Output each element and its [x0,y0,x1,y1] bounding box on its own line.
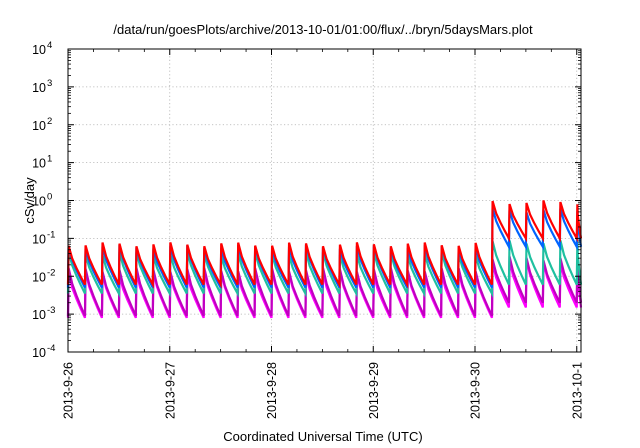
x-tick-label: 2013-9-29 [367,362,381,419]
x-tick-label: 2013-10-1 [570,362,584,419]
y-tick-label: 10 [32,270,46,284]
x-tick-label: 2013-9-30 [469,362,483,419]
y-tick-exponent: 3 [47,78,52,89]
y-tick-label: 10 [32,119,46,133]
x-tick-labels: 2013-9-26 2013-9-27 2013-9-28 2013-9-29 2013… [62,362,585,419]
y-tick-exponent: 0 [47,192,52,203]
y-tick-label: 10 [32,81,46,95]
series-line [66,200,583,289]
x-tick-label: 2013-9-26 [62,362,76,419]
y-tick-exponent: 4 [47,40,52,51]
y-tick-label: 10 [32,346,46,360]
x-axis-label: Coordinated Universal Time (UTC) [223,429,422,444]
y-tick-exponent: 2 [47,116,52,127]
chart-title: /data/run/goesPlots/archive/2013-10-01/0… [113,22,533,37]
y-tick-label: 10 [32,43,46,57]
y-tick-label: 10 [32,157,46,171]
series-line [66,256,583,317]
grid [68,49,581,352]
y-tick-exponent: -4 [47,343,55,354]
y-tick-exponent: 1 [47,154,52,165]
y-tick-exponent: -1 [47,229,55,240]
series-layer [66,200,583,319]
y-tick-label: 10 [32,308,46,322]
y-axis-label: cSv/day [22,177,37,224]
y-tick-label: 10 [32,232,46,246]
x-tick-label: 2013-9-28 [265,362,279,419]
y-tick-label: 10 [32,195,46,209]
y-tick-exponent: -3 [47,305,55,316]
y-tick-exponent: -2 [47,267,55,278]
x-tick-label: 2013-9-27 [163,362,177,419]
ticks [67,48,581,353]
